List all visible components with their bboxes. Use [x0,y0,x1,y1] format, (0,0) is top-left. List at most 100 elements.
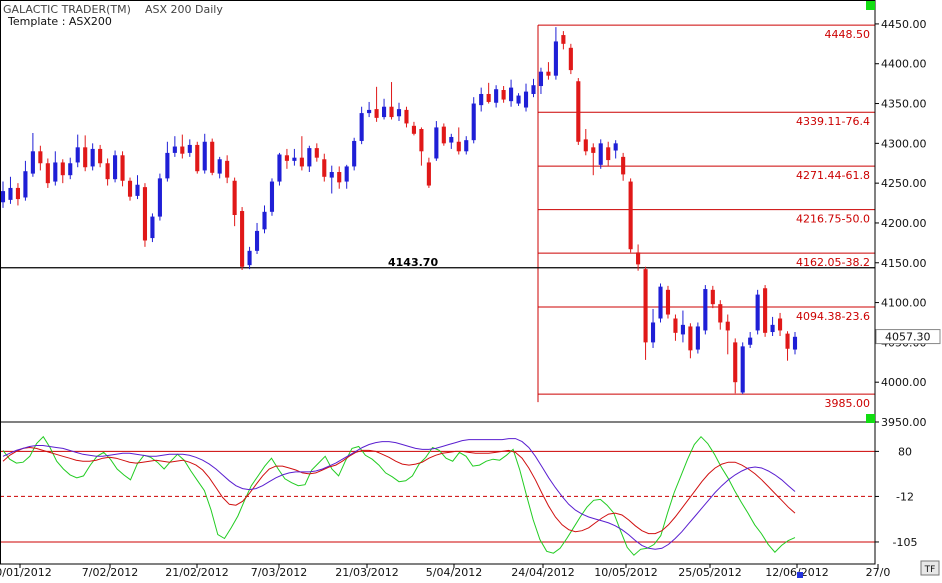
candle [404,106,409,128]
candle-body [583,139,588,152]
candle [195,141,200,174]
candle [434,121,439,161]
candle-body [509,87,514,102]
candle [359,106,364,145]
price-tick-label: 4100.00 [881,297,927,310]
price-tick-label: 4250.00 [881,177,927,190]
candle-body [546,71,551,76]
last-price-label: 4057.30 [885,331,931,344]
candle-body [464,140,469,152]
x-tick-label: 25/05/2012 [678,566,741,579]
panel-marker-top[interactable] [866,1,875,10]
candle [710,285,715,309]
candle-body [75,147,80,163]
candle-body [195,144,200,172]
candle [210,138,215,176]
candle [367,101,372,118]
candle-body [0,191,6,203]
tf-button[interactable]: TF [920,560,940,576]
price-tick-label: 4350.00 [881,98,927,111]
candle-body [778,318,783,331]
candle [680,310,685,343]
candle [733,338,738,394]
candle-body [598,143,603,165]
candle [688,323,693,359]
candle-body [277,154,282,182]
candle [284,148,289,169]
candle-body [337,172,342,183]
x-tick-label: 21/03/2012 [335,566,398,579]
candle-body [142,187,148,241]
candle-body [45,163,50,184]
candle-body [538,71,544,87]
candle [636,244,641,271]
candle-body [329,172,334,178]
tf-button-label: TF [924,565,936,575]
panel-marker-bottom[interactable] [866,414,875,423]
candle-body [247,250,252,266]
candle [628,178,633,253]
candle [658,283,663,323]
x-tick-label: 20/01/2012 [0,566,52,579]
candle [150,213,155,243]
candle-body [217,159,222,174]
price-tick-label: 4200.00 [881,217,927,230]
x-scroll-marker[interactable] [797,572,803,578]
candle [755,289,760,335]
candle [165,141,170,182]
candle-body [314,148,319,158]
x-tick-label: 5/04/2012 [426,566,482,579]
x-tick-label: 7/02/2012 [82,566,138,579]
candle [38,145,43,171]
app-title: GALACTIC TRADER(TM) [3,3,131,16]
candle [68,157,73,180]
candle-body [636,252,641,265]
x-tick-label: 7/03/2012 [251,566,307,579]
candle [523,83,529,112]
candle-body [254,230,260,251]
candle [621,152,626,181]
candle-body [404,109,409,124]
candle-body [516,95,521,104]
candle-body [673,318,678,333]
osc-series-red [2,446,796,535]
candle [396,102,402,122]
candle-body [531,85,536,94]
candle [157,173,162,221]
candle [748,332,753,348]
candle [202,133,207,174]
candle-body [225,160,230,178]
candle [113,150,118,183]
candle [792,332,798,355]
candle [650,308,656,348]
candle-body [479,93,484,106]
osc-tick-label: -12 [896,490,914,503]
candle [0,181,6,208]
osc-series-purple [2,438,796,550]
candle-body [113,155,118,180]
candle-body [23,171,28,198]
candle-body [68,163,73,176]
price-tick-label: 4450.00 [881,18,927,31]
candle-body [344,166,349,182]
chart-title: ASX 200 Daily [145,3,223,16]
candle-body [389,106,394,118]
plot-frame [0,0,876,565]
candle-body [650,322,656,343]
price-tick-label: 3950.00 [881,416,927,429]
candle [785,331,790,361]
candle-body [307,148,312,167]
candle [695,322,700,354]
candle [262,205,267,234]
candle-body [665,289,671,315]
template-label: Template : ASX200 [7,15,112,28]
candle-body [755,294,760,331]
candle [329,165,334,194]
candle-body [561,35,566,44]
candle [269,178,275,216]
candle-body [53,162,58,182]
candle-body [396,109,402,117]
candle-body [792,336,798,350]
candle [232,177,237,227]
